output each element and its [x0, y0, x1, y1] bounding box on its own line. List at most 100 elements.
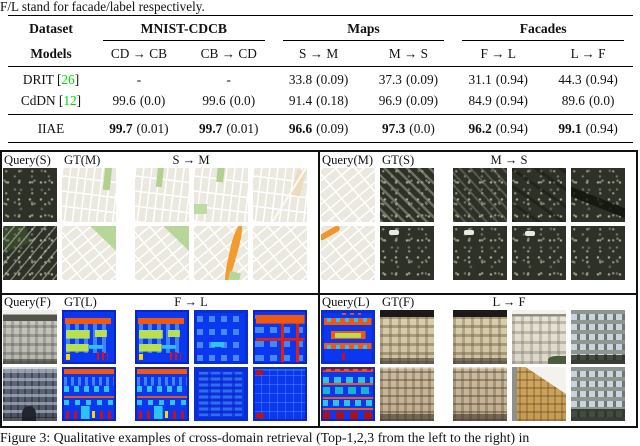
- panel-header: Query(F) GT(L) F → L: [3, 295, 318, 310]
- retrieval-image-top3: [253, 367, 307, 421]
- results-table: Dataset MNIST-CDCB Maps Facades Models C…: [8, 16, 633, 142]
- cell: 33.8 (0.09): [288, 71, 349, 87]
- cell: 31.1 (0.94): [468, 71, 528, 87]
- gt-label: GT(L): [64, 295, 97, 309]
- query-image: [321, 168, 375, 222]
- query-image: [3, 310, 57, 364]
- gt-image: [62, 226, 116, 280]
- col-group-facades: Facades: [453, 16, 633, 41]
- query-label: Query(F): [4, 295, 51, 309]
- query-label: Query(L): [322, 295, 370, 309]
- panel-header: Query(L) GT(F) L → F: [321, 295, 636, 310]
- direction-label: M → S: [490, 153, 528, 167]
- retrieval-image-top3: [253, 226, 307, 280]
- retrieval-image-top3: [571, 226, 625, 280]
- panel-maps-s2m: Query(S) GT(M) S → M: [2, 152, 320, 293]
- query-label: Query(M): [322, 153, 374, 167]
- model-name-drit: DRIT [26]: [22, 71, 80, 87]
- cell: 99.7 (0.01): [199, 120, 259, 136]
- gt-image: [380, 226, 434, 280]
- panel-header: Query(S) GT(M) S → M: [3, 152, 318, 168]
- col-header-dataset: Dataset: [29, 20, 73, 36]
- gt-image: [62, 367, 116, 421]
- query-image: [321, 226, 375, 280]
- cell: 96.2 (0.94): [468, 120, 528, 136]
- retrieval-image-top1: [453, 226, 507, 280]
- cell: 84.9 (0.94): [453, 90, 544, 115]
- model-name-iiae: IIAE: [37, 120, 65, 136]
- table-row-drit: DRIT [26] - - 33.8 (0.09) 37.3 (0.09) 31.1…: [8, 67, 633, 91]
- panel-header: Query(M) GT(S) M → S: [321, 152, 636, 168]
- retrieval-row: [3, 226, 318, 280]
- cell: 99.6 (0.0): [94, 90, 184, 115]
- retrieval-row: [321, 226, 636, 280]
- citation-number: 26: [61, 71, 75, 87]
- cell: 44.3 (0.94): [558, 71, 618, 87]
- results-table-wrapper: Dataset MNIST-CDCB Maps Facades Models C…: [8, 15, 633, 143]
- qualitative-figure: Query(S) GT(M) S → M Query(M) GT(S) M → …: [0, 150, 638, 428]
- cell: 96.9 (0.09): [363, 90, 454, 115]
- direction-label: L → F: [492, 295, 526, 309]
- retrieval-image-top3: [571, 367, 625, 421]
- retrieval-row: [3, 310, 318, 364]
- query-image: [3, 367, 57, 421]
- query-image: [3, 226, 57, 280]
- table-row-cddn: CdDN [12] 99.6 (0.0) 99.6 (0.0) 91.4 (0.18)…: [8, 90, 633, 115]
- retrieval-image-top1: [453, 168, 507, 222]
- gt-image: [380, 168, 434, 222]
- intro-text: F/L stand for facade/label respectively.: [0, 0, 205, 14]
- retrieval-image-top2: [512, 226, 566, 280]
- cell: 99.7 (0.01): [109, 120, 169, 136]
- retrieval-image-top2: [512, 310, 566, 364]
- cell: 99.6 (0.0): [183, 90, 274, 115]
- panel-facades-f2l: Query(F) GT(L) F → L: [2, 295, 320, 426]
- col-header-cb-cd: CB → CD: [183, 41, 274, 67]
- table-subheader-row: Models CD → CB CB → CD S → M M → S F → L…: [8, 41, 633, 67]
- col-header-l-f: L → F: [543, 41, 633, 67]
- cell: 97.3 (0.0): [382, 120, 435, 136]
- retrieval-image-top2: [194, 226, 248, 280]
- query-image: [321, 367, 375, 421]
- col-header-s-m: S → M: [273, 41, 364, 67]
- retrieval-row: [3, 168, 318, 222]
- col-header-models: Models: [8, 41, 94, 67]
- retrieval-image-top3: [253, 310, 307, 364]
- col-header-f-l: F → L: [453, 41, 544, 67]
- figure-caption: Figure 3: Qualitative examples of cross-…: [0, 430, 530, 445]
- gt-label: GT(S): [382, 153, 415, 167]
- retrieval-row: [3, 367, 318, 421]
- gt-label: GT(M): [64, 153, 101, 167]
- table-row-iiae: IIAE 99.7 (0.01) 99.7 (0.01) 96.6 (0.09) 97…: [8, 115, 633, 143]
- panel-maps-m2s: Query(M) GT(S) M → S: [320, 152, 636, 293]
- table-group-header-row: Dataset MNIST-CDCB Maps Facades: [8, 16, 633, 41]
- col-group-maps: Maps: [274, 16, 454, 41]
- retrieval-image-top1: [135, 168, 189, 222]
- retrieval-image-top2: [194, 367, 248, 421]
- retrieval-image-top1: [135, 310, 189, 364]
- gt-image: [62, 310, 116, 364]
- gt-image: [62, 168, 116, 222]
- cell: 91.4 (0.18): [273, 90, 364, 115]
- retrieval-image-top2: [194, 168, 248, 222]
- gt-image: [380, 367, 434, 421]
- model-name-cddn: CdDN [12]: [8, 90, 94, 115]
- retrieval-row: [321, 168, 636, 222]
- retrieval-image-top3: [571, 310, 625, 364]
- cell: 96.6 (0.09): [288, 120, 349, 136]
- retrieval-image-top3: [253, 168, 307, 222]
- retrieval-image-top2: [512, 168, 566, 222]
- cell: -: [226, 71, 231, 87]
- direction-label: S → M: [172, 153, 210, 167]
- retrieval-image-top2: [194, 310, 248, 364]
- cell: -: [136, 71, 142, 87]
- gt-label: GT(F): [382, 295, 415, 309]
- retrieval-image-top1: [453, 310, 507, 364]
- cell: 89.6 (0.0): [543, 90, 633, 115]
- gt-image: [380, 310, 434, 364]
- query-image: [321, 310, 375, 364]
- panel-facades-l2f: Query(L) GT(F) L → F: [320, 295, 636, 426]
- maps-section: Query(S) GT(M) S → M Query(M) GT(S) M → …: [2, 152, 636, 295]
- retrieval-image-top1: [135, 226, 189, 280]
- col-header-cd-cb: CD → CB: [94, 41, 184, 67]
- citation-number: 12: [63, 92, 77, 108]
